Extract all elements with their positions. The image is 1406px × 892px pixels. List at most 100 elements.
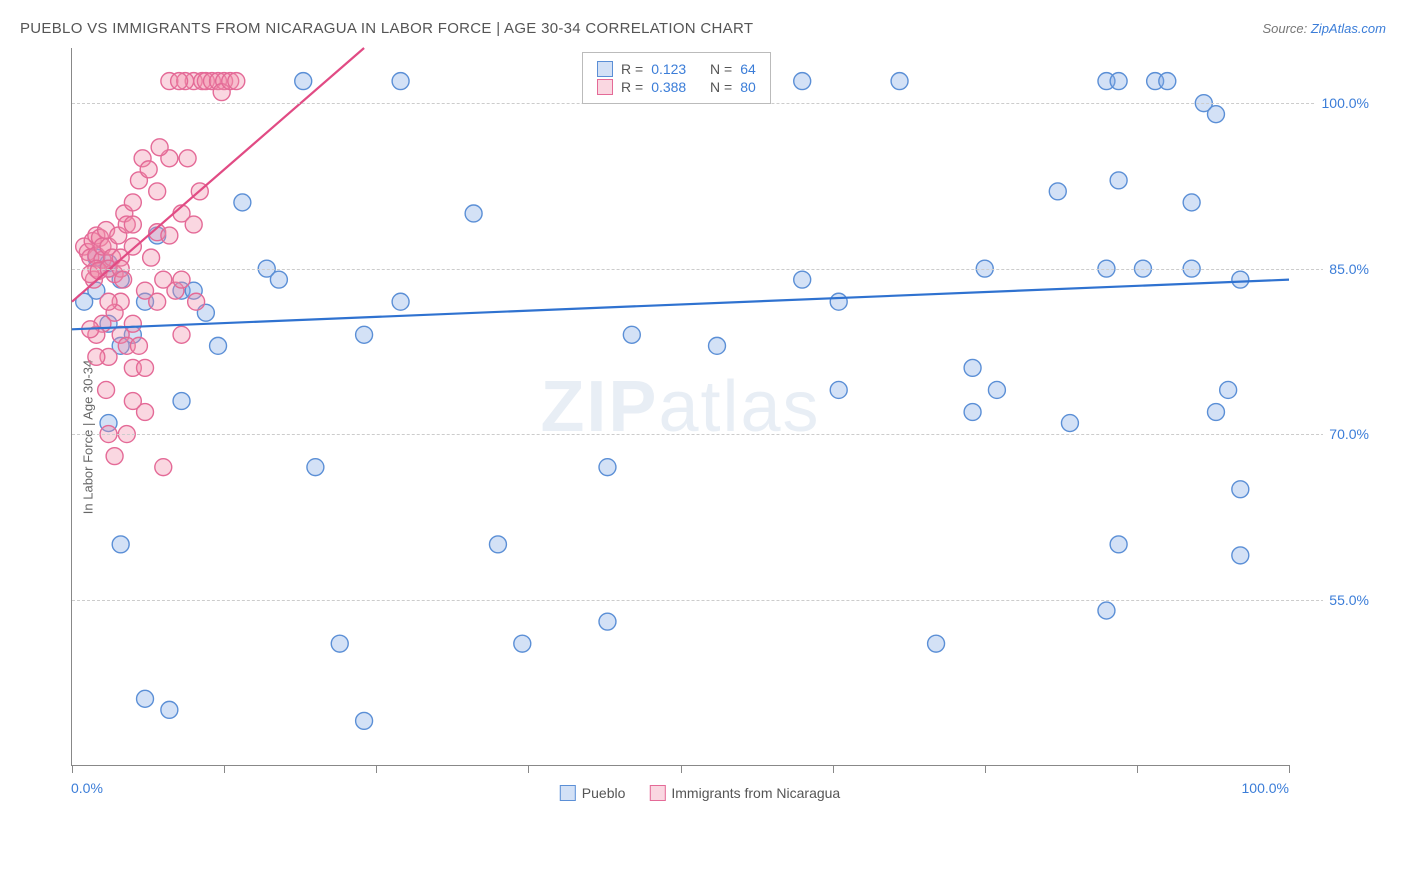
data-point bbox=[149, 293, 166, 310]
data-point bbox=[830, 293, 847, 310]
data-point bbox=[356, 326, 373, 343]
legend-row-nicaragua: R = 0.388 N = 80 bbox=[597, 79, 756, 95]
legend-item-nicaragua: Immigrants from Nicaragua bbox=[649, 785, 840, 801]
data-point bbox=[623, 326, 640, 343]
data-point bbox=[137, 690, 154, 707]
data-point bbox=[465, 205, 482, 222]
data-point bbox=[1208, 404, 1225, 421]
x-tick bbox=[72, 765, 73, 773]
data-point bbox=[173, 326, 190, 343]
x-tick bbox=[681, 765, 682, 773]
data-point bbox=[356, 712, 373, 729]
data-point bbox=[124, 238, 141, 255]
data-point bbox=[1220, 381, 1237, 398]
data-point bbox=[228, 73, 245, 90]
data-point bbox=[964, 404, 981, 421]
source-link[interactable]: ZipAtlas.com bbox=[1311, 21, 1386, 36]
swatch-pueblo-icon bbox=[560, 785, 576, 801]
data-point bbox=[173, 271, 190, 288]
data-point bbox=[1232, 271, 1249, 288]
data-point bbox=[1232, 547, 1249, 564]
series-legend: Pueblo Immigrants from Nicaragua bbox=[560, 785, 840, 801]
data-point bbox=[1159, 73, 1176, 90]
data-point bbox=[149, 183, 166, 200]
data-point bbox=[392, 73, 409, 90]
swatch-pueblo bbox=[597, 61, 613, 77]
data-point bbox=[143, 249, 160, 266]
data-point bbox=[709, 337, 726, 354]
data-point bbox=[115, 271, 132, 288]
data-point bbox=[1208, 106, 1225, 123]
data-point bbox=[234, 194, 251, 211]
legend-label-pueblo: Pueblo bbox=[582, 785, 626, 801]
legend-item-pueblo: Pueblo bbox=[560, 785, 626, 801]
data-point bbox=[307, 459, 324, 476]
chart-container: In Labor Force | Age 30-34 ZIPatlas 55.0… bbox=[20, 47, 1380, 827]
data-point bbox=[155, 459, 172, 476]
data-point bbox=[140, 161, 157, 178]
data-point bbox=[794, 73, 811, 90]
data-point bbox=[1110, 172, 1127, 189]
data-point bbox=[891, 73, 908, 90]
data-point bbox=[964, 359, 981, 376]
data-point bbox=[185, 216, 202, 233]
x-label-max: 100.0% bbox=[1242, 780, 1289, 796]
data-point bbox=[137, 359, 154, 376]
data-point bbox=[1049, 183, 1066, 200]
n-value-nicaragua: 80 bbox=[740, 79, 756, 95]
data-point bbox=[392, 293, 409, 310]
x-tick bbox=[1289, 765, 1290, 773]
data-point bbox=[124, 393, 141, 410]
data-point bbox=[106, 448, 123, 465]
r-value-nicaragua: 0.388 bbox=[651, 79, 686, 95]
data-point bbox=[1110, 73, 1127, 90]
data-point bbox=[1098, 602, 1115, 619]
data-point bbox=[188, 293, 205, 310]
plot-area: ZIPatlas 55.0%70.0%85.0%100.0% R = 0.123… bbox=[71, 48, 1289, 766]
x-tick bbox=[376, 765, 377, 773]
y-tick-label: 70.0% bbox=[1323, 426, 1369, 442]
swatch-nicaragua-icon bbox=[649, 785, 665, 801]
legend-label-nicaragua: Immigrants from Nicaragua bbox=[671, 785, 840, 801]
data-point bbox=[173, 393, 190, 410]
y-tick-label: 100.0% bbox=[1316, 95, 1369, 111]
x-tick bbox=[1137, 765, 1138, 773]
swatch-nicaragua bbox=[597, 79, 613, 95]
data-point bbox=[130, 337, 147, 354]
n-label: N = bbox=[710, 79, 732, 95]
data-point bbox=[98, 381, 115, 398]
data-point bbox=[124, 194, 141, 211]
y-tick-label: 55.0% bbox=[1323, 592, 1369, 608]
n-value-pueblo: 64 bbox=[740, 61, 756, 77]
x-tick bbox=[224, 765, 225, 773]
data-point bbox=[112, 536, 129, 553]
data-point bbox=[988, 381, 1005, 398]
gridline-h bbox=[72, 600, 1369, 601]
data-point bbox=[124, 216, 141, 233]
data-point bbox=[179, 150, 196, 167]
data-point bbox=[171, 73, 188, 90]
source-attribution: Source: ZipAtlas.com bbox=[1262, 21, 1386, 36]
data-point bbox=[270, 271, 287, 288]
r-value-pueblo: 0.123 bbox=[651, 61, 686, 77]
data-point bbox=[88, 348, 105, 365]
data-point bbox=[928, 635, 945, 652]
data-point bbox=[514, 635, 531, 652]
x-label-min: 0.0% bbox=[71, 780, 103, 796]
data-point bbox=[124, 315, 141, 332]
data-point bbox=[161, 227, 178, 244]
data-point bbox=[100, 293, 117, 310]
chart-title: PUEBLO VS IMMIGRANTS FROM NICARAGUA IN L… bbox=[20, 20, 753, 37]
data-point bbox=[210, 337, 227, 354]
y-tick-label: 85.0% bbox=[1323, 261, 1369, 277]
gridline-h bbox=[72, 434, 1369, 435]
chart-header: PUEBLO VS IMMIGRANTS FROM NICARAGUA IN L… bbox=[20, 20, 1386, 37]
data-point bbox=[295, 73, 312, 90]
data-point bbox=[599, 613, 616, 630]
correlation-legend: R = 0.123 N = 64 R = 0.388 N = 80 bbox=[582, 52, 771, 104]
data-point bbox=[794, 271, 811, 288]
data-point bbox=[161, 701, 178, 718]
x-tick bbox=[833, 765, 834, 773]
data-point bbox=[489, 536, 506, 553]
data-point bbox=[599, 459, 616, 476]
